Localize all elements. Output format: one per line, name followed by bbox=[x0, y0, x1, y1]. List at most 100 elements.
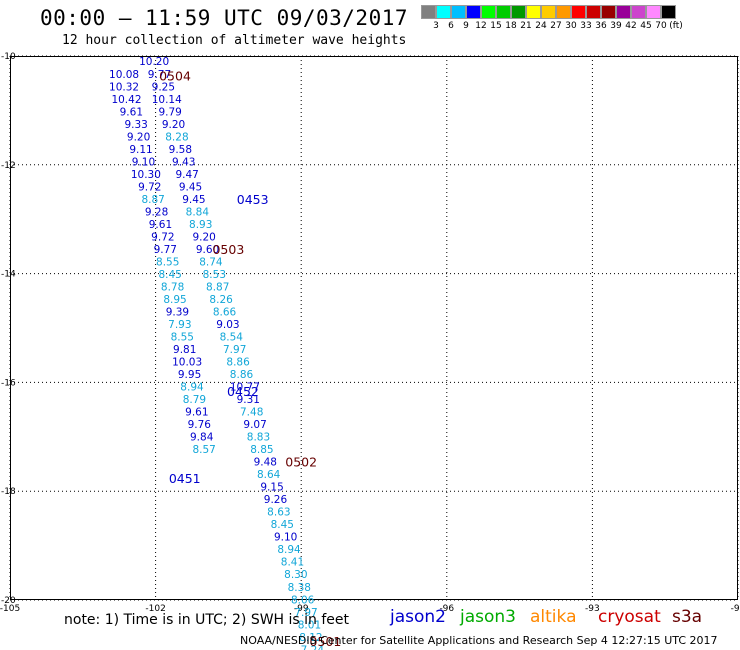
map-frame bbox=[10, 56, 738, 600]
swh-value-label: 8.87 bbox=[141, 194, 164, 206]
lon-tick-label: -99 bbox=[294, 604, 309, 614]
swh-value-label: 8.64 bbox=[257, 469, 281, 481]
color-scale-swatch bbox=[466, 5, 481, 19]
color-scale-swatch bbox=[451, 5, 466, 19]
swh-value-label: 9.61 bbox=[185, 407, 208, 419]
satellite-legend-cryosat: cryosat bbox=[598, 607, 661, 627]
color-scale-label: 21 bbox=[520, 21, 532, 31]
swh-value-label: 9.20 bbox=[162, 119, 185, 131]
color-scale-swatch bbox=[571, 5, 586, 19]
page-subtitle: 12 hour collection of altimeter wave hei… bbox=[62, 33, 407, 48]
swh-value-label: 9.07 bbox=[243, 419, 266, 431]
swh-value-label: 9.11 bbox=[129, 144, 152, 156]
lat-tick-label: -10 bbox=[1, 52, 16, 62]
swh-value-label: 10.77 bbox=[230, 382, 260, 394]
lat-tick-label: -12 bbox=[1, 161, 16, 171]
lat-tick-label: -16 bbox=[1, 378, 16, 388]
swh-value-label: 8.85 bbox=[250, 444, 273, 456]
color-scale-swatch bbox=[481, 5, 496, 19]
swh-value-label: 8.54 bbox=[220, 332, 244, 344]
lat-tick-label: -18 bbox=[1, 487, 16, 497]
swh-value-label: 9.84 bbox=[190, 432, 214, 444]
color-scale-swatch bbox=[556, 5, 571, 19]
swh-value-label: 9.33 bbox=[124, 119, 147, 131]
swh-value-label: 9.76 bbox=[188, 419, 212, 431]
swh-value-label: 8.12 bbox=[299, 632, 322, 644]
swh-value-label: 8.45 bbox=[158, 269, 181, 281]
swh-value-label: 8.30 bbox=[284, 569, 307, 581]
pass-time-label: 0501 bbox=[310, 634, 342, 649]
swh-value-label: 8.66 bbox=[213, 306, 237, 318]
swh-value-label: 7.24 bbox=[301, 644, 325, 650]
pass-time-label: 0453 bbox=[237, 192, 269, 207]
swh-value-label: 9.43 bbox=[172, 156, 195, 168]
swh-value-label: 8.79 bbox=[183, 394, 206, 406]
color-scale-label: 15 bbox=[490, 21, 502, 31]
color-scale-label: 3 bbox=[433, 21, 439, 31]
swh-value-label: 7.93 bbox=[168, 319, 191, 331]
swh-value-label: 8.28 bbox=[165, 131, 188, 143]
pass-time-label: 0451 bbox=[169, 471, 201, 486]
color-scale-label: 9 bbox=[463, 21, 469, 31]
swh-value-label: 8.94 bbox=[277, 544, 301, 556]
lon-tick-label: -90 bbox=[731, 604, 740, 614]
swh-value-label: 8.57 bbox=[192, 444, 215, 456]
color-scale-swatch bbox=[646, 5, 661, 19]
satellite-legend-s3a: s3a bbox=[672, 607, 703, 627]
color-scale-label: 24 bbox=[535, 21, 547, 31]
swh-value-label: 8.63 bbox=[267, 507, 290, 519]
swh-value-label: 8.38 bbox=[288, 582, 311, 594]
color-scale-swatch bbox=[496, 5, 511, 19]
swh-value-label: 8.78 bbox=[161, 281, 184, 293]
color-scale-swatch bbox=[616, 5, 631, 19]
swh-value-label: 7.48 bbox=[240, 407, 263, 419]
swh-value-label: 9.10 bbox=[132, 156, 155, 168]
swh-value-label: 9.10 bbox=[274, 532, 297, 544]
color-scale-bar bbox=[421, 5, 676, 19]
swh-value-label: 9.58 bbox=[169, 144, 192, 156]
swh-value-label: 9.81 bbox=[173, 344, 196, 356]
color-scale-label: 18 bbox=[505, 21, 517, 31]
swh-value-label: 8.84 bbox=[186, 206, 210, 218]
color-scale-label: 12 bbox=[475, 21, 487, 31]
swh-value-label: 9.60 bbox=[196, 244, 219, 256]
pass-time-label: 0504 bbox=[159, 68, 191, 83]
swh-value-label: 9.39 bbox=[166, 306, 189, 318]
color-scale-swatch bbox=[421, 5, 436, 19]
lon-tick-label: -105 bbox=[0, 604, 20, 614]
swh-value-label: 8.55 bbox=[156, 256, 179, 268]
swh-value-label: 9.77 bbox=[154, 244, 177, 256]
color-scale-label: 33 bbox=[580, 21, 592, 31]
color-scale-label: 36 bbox=[595, 21, 607, 31]
swh-value-label: 7.97 bbox=[223, 344, 246, 356]
swh-value-label: 10.03 bbox=[172, 357, 202, 369]
footer-credit: NOAA/NESDIS Center for Satellite Applica… bbox=[240, 634, 718, 647]
color-scale-label: 27 bbox=[550, 21, 562, 31]
swh-value-label: 9.25 bbox=[152, 81, 175, 93]
color-scale-swatch bbox=[541, 5, 556, 19]
swh-value-label: 9.48 bbox=[254, 457, 277, 469]
swh-value-label: 10.20 bbox=[139, 56, 169, 68]
color-scale-label: 30 bbox=[565, 21, 577, 31]
swh-value-label: 9.15 bbox=[260, 482, 283, 494]
color-scale-swatch bbox=[601, 5, 616, 19]
swh-value-label: 8.93 bbox=[189, 219, 212, 231]
color-scale-swatch bbox=[661, 5, 676, 19]
pass-time-label: 0502 bbox=[285, 455, 317, 470]
swh-value-label: 8.83 bbox=[247, 432, 270, 444]
lat-tick-label: -14 bbox=[1, 270, 16, 280]
swh-value-label: 10.14 bbox=[152, 94, 182, 106]
swh-value-label: 8.26 bbox=[209, 294, 233, 306]
color-scale-swatch bbox=[586, 5, 601, 19]
page-title: 00:00 – 11:59 UTC 09/03/2017 bbox=[40, 6, 409, 30]
swh-value-label: 9.26 bbox=[264, 494, 288, 506]
color-scale-label: 42 bbox=[625, 21, 637, 31]
swh-value-label: 9.72 bbox=[138, 181, 161, 193]
swh-value-label: 9.45 bbox=[179, 181, 202, 193]
color-scale-label: 45 bbox=[640, 21, 652, 31]
swh-value-label: 8.55 bbox=[171, 332, 194, 344]
lat-tick-label: -20 bbox=[1, 596, 16, 606]
swh-value-label: 8.45 bbox=[271, 519, 294, 531]
swh-value-label: 7.97 bbox=[294, 607, 317, 619]
satellite-legend-jason2: jason2 bbox=[390, 607, 446, 627]
